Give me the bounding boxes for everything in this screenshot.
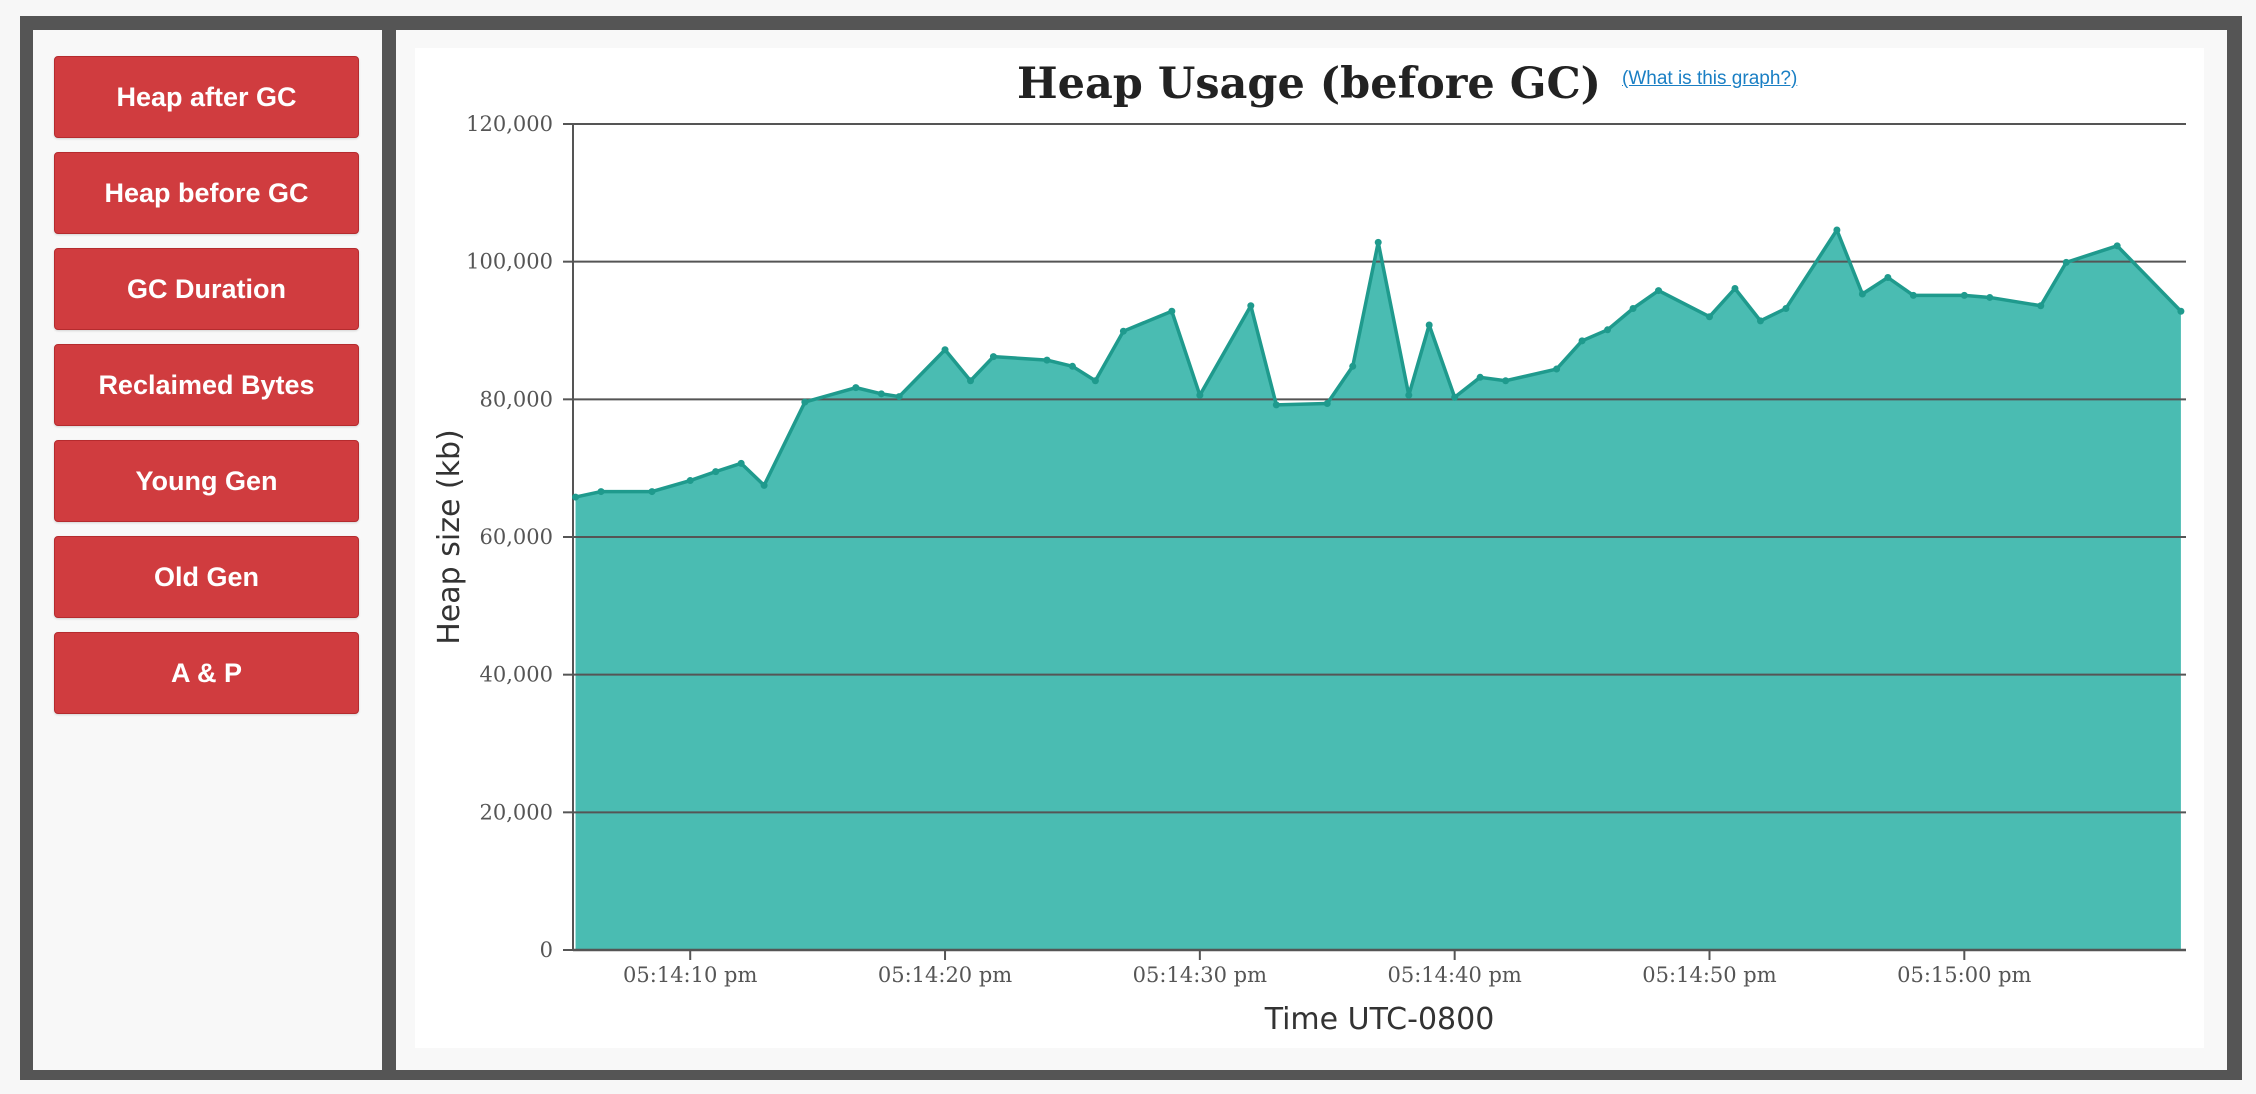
data-point — [2037, 302, 2045, 310]
data-point — [1578, 337, 1586, 345]
gc-duration-button[interactable]: GC Duration — [54, 248, 359, 330]
data-point — [801, 398, 809, 406]
x-tick-label: 05:14:10 pm — [623, 963, 757, 987]
data-point — [1705, 313, 1713, 321]
data-point — [989, 353, 997, 361]
reclaimed-bytes-button[interactable]: Reclaimed Bytes — [54, 344, 359, 426]
heap-before-gc-button[interactable]: Heap before GC — [54, 152, 359, 234]
data-point — [1655, 287, 1663, 295]
series-area — [575, 230, 2181, 951]
data-point — [895, 393, 903, 401]
data-point — [1405, 391, 1413, 399]
heap-usage-chart: 0 20,000 40,000 60,000 80,000 100,000 120,000 0… — [432, 59, 2186, 1037]
data-point — [1553, 365, 1561, 373]
data-point — [1884, 273, 1892, 281]
data-point — [1782, 304, 1790, 312]
data-point — [967, 377, 975, 385]
data-point — [1043, 356, 1051, 364]
old-gen-button[interactable]: Old Gen — [54, 536, 359, 618]
data-point — [2113, 242, 2121, 250]
main-panel: 0 20,000 40,000 60,000 80,000 100,000 120,000 0… — [396, 30, 2227, 1070]
data-point — [1476, 373, 1484, 381]
data-point — [1374, 238, 1382, 246]
data-point — [737, 459, 745, 467]
x-tick-label: 05:14:30 pm — [1133, 963, 1267, 987]
data-point — [760, 481, 768, 489]
data-point — [1068, 362, 1076, 370]
data-point — [1451, 393, 1459, 401]
data-point — [1629, 304, 1637, 312]
chart-card: 0 20,000 40,000 60,000 80,000 100,000 120,000 0… — [415, 48, 2204, 1048]
chart-title: Heap Usage (before GC) — [1017, 59, 1601, 109]
y-tick-label: 0 — [540, 938, 553, 962]
x-tick-label: 05:14:40 pm — [1387, 963, 1521, 987]
data-point — [1323, 399, 1331, 407]
y-tick-label: 80,000 — [480, 387, 553, 411]
data-point — [1425, 321, 1433, 329]
y-tick-label: 20,000 — [480, 800, 553, 824]
data-point — [1986, 293, 1994, 301]
data-point — [2062, 258, 2070, 266]
data-point — [1091, 377, 1099, 385]
data-point — [597, 488, 605, 496]
data-point — [941, 346, 949, 354]
data-point — [648, 488, 656, 496]
data-point — [1604, 326, 1612, 334]
data-point — [1247, 302, 1255, 310]
data-point — [1960, 291, 1968, 299]
data-point — [1119, 327, 1127, 335]
y-tick-label: 100,000 — [466, 250, 553, 274]
heap-after-gc-button[interactable]: Heap after GC — [54, 56, 359, 138]
data-point — [1168, 307, 1176, 315]
y-tick-label: 120,000 — [466, 112, 553, 136]
x-axis-label: Time UTC-0800 — [1264, 1002, 1495, 1037]
young-gen-button[interactable]: Young Gen — [54, 440, 359, 522]
what-is-this-graph-link[interactable]: (What is this graph?) — [1622, 68, 1798, 89]
data-point — [1731, 285, 1739, 293]
data-point — [712, 468, 720, 476]
data-point — [877, 390, 885, 398]
data-point — [1833, 226, 1841, 234]
x-tick-label: 05:14:20 pm — [878, 963, 1012, 987]
data-point — [686, 477, 694, 485]
x-tick-label: 05:14:50 pm — [1642, 963, 1776, 987]
y-axis-label: Heap size (kb) — [432, 429, 467, 645]
data-point — [1349, 362, 1357, 370]
data-point — [1272, 401, 1280, 409]
data-point — [1196, 391, 1204, 399]
data-point — [1756, 317, 1764, 325]
y-tick-label: 60,000 — [480, 525, 553, 549]
data-point — [572, 493, 580, 501]
data-point — [852, 384, 860, 392]
x-tick-label: 05:15:00 pm — [1897, 963, 2031, 987]
a-and-p-button[interactable]: A & P — [54, 632, 359, 714]
data-point — [1858, 290, 1866, 298]
data-point — [2177, 307, 2185, 315]
y-tick-label: 40,000 — [480, 663, 553, 687]
data-point — [1502, 377, 1510, 385]
data-point — [1909, 291, 1917, 299]
sidebar: Heap after GC Heap before GC GC Duration… — [33, 30, 382, 1070]
